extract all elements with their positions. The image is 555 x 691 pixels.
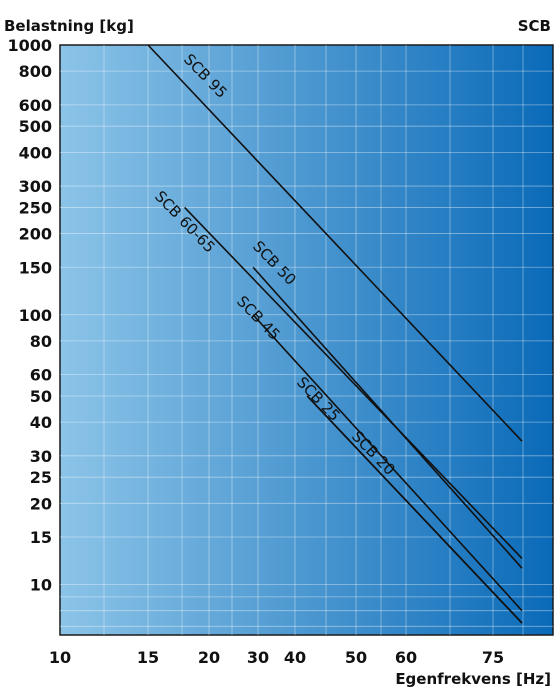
x-axis-title: Egenfrekvens [Hz] [395,670,551,688]
y-tick-label: 50 [30,387,52,406]
x-tick-label: 30 [247,648,269,667]
plot-area [59,44,554,636]
y-tick-label: 600 [19,96,52,115]
y-tick-label: 80 [30,332,52,351]
y-tick-labels: 1000 800 600 500 400 300 250 200 150 100 80 60 50 40 3… [7,36,52,595]
y-tick-label: 1000 [7,36,52,55]
y-tick-label: 10 [30,576,52,595]
y-tick-label: 100 [19,306,52,325]
x-tick-label: 75 [482,648,504,667]
series-line-scb-50 [252,266,523,569]
x-tick-labels: 10 15 20 30 40 50 60 75 [49,648,504,667]
brand-label: SCB [518,17,551,35]
x-tick-label: 60 [395,648,417,667]
y-tick-label: 25 [30,468,52,487]
y-axis-title: Belastning [kg] [4,17,134,35]
y-tick-label: 40 [30,413,52,432]
series-lines [147,44,523,624]
x-tick-label: 15 [137,648,159,667]
y-tick-label: 400 [19,143,52,162]
y-tick-label: 250 [19,198,52,217]
y-tick-label: 30 [30,447,52,466]
series-line-scb-45 [252,314,523,612]
x-tick-label: 20 [198,648,220,667]
y-tick-label: 800 [19,62,52,81]
series-line-scb-60-65 [184,206,523,559]
x-tick-label: 50 [345,648,367,667]
series-line-scb-95 [147,44,523,442]
x-tick-label: 10 [49,648,71,667]
x-tick-label: 40 [284,648,306,667]
grid-vertical [103,45,524,635]
y-tick-label: 500 [19,117,52,136]
y-tick-label: 150 [19,258,52,277]
y-tick-label: 200 [19,225,52,244]
y-tick-label: 60 [30,366,52,385]
series-line-scb-20 [306,395,523,624]
y-tick-label: 20 [30,494,52,513]
y-tick-label: 300 [19,177,52,196]
y-tick-label: 15 [30,528,52,547]
